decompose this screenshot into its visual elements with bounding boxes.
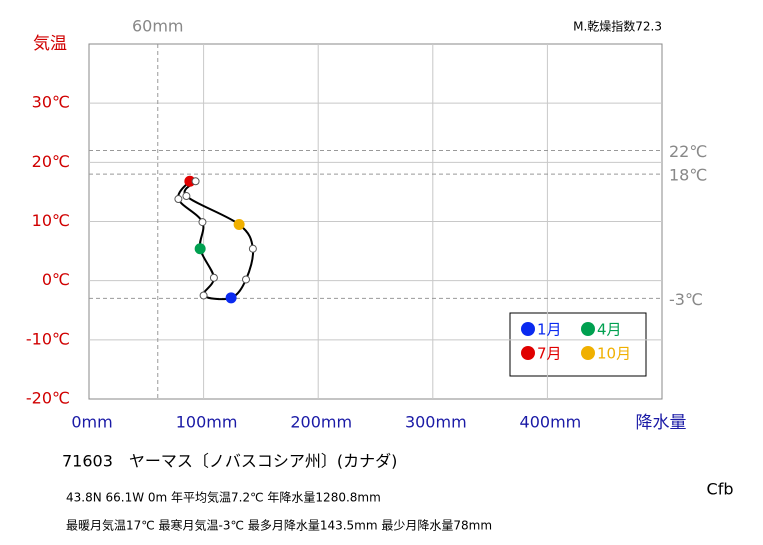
reference-label: -3℃: [669, 290, 703, 309]
month-point: [198, 218, 207, 227]
month-point: [194, 243, 206, 255]
legend-label: 1月: [537, 321, 562, 339]
month-point: [242, 275, 251, 284]
reference-label: 22℃: [669, 142, 707, 161]
station-name: 71603 ヤーマス〔ノバスコシア州〕(カナダ): [62, 452, 397, 471]
legend-label: 7月: [537, 345, 562, 363]
month-point: [174, 195, 183, 204]
y-tick-label: 0℃: [42, 270, 70, 289]
month-point: [199, 291, 208, 300]
y-tick-label: 30℃: [32, 93, 70, 112]
legend-box: [509, 312, 647, 377]
legend-marker: [581, 322, 595, 336]
info-line: 最暖月気温17℃ 最寒月気温-3℃ 最多月降水量143.5mm 最少月降水量78…: [66, 518, 492, 533]
month-point: [182, 192, 191, 201]
legend-marker: [581, 346, 595, 360]
legend-label: 4月: [597, 321, 622, 339]
y-tick-label: 20℃: [32, 152, 70, 171]
month-point: [191, 177, 200, 186]
x-tick-label: 200mm: [290, 413, 352, 432]
reference-label: 18℃: [669, 166, 707, 185]
month-point: [209, 273, 218, 282]
reference-label: 60mm: [132, 17, 184, 36]
month-point: [248, 244, 257, 253]
x-tick-label: 0mm: [71, 413, 112, 432]
index-label: M.乾燥指数72.3: [573, 19, 662, 34]
climate-code: Cfb: [707, 480, 734, 499]
y-tick-label: -10℃: [26, 329, 70, 348]
x-tick-label: 400mm: [520, 413, 582, 432]
month-point: [225, 292, 237, 304]
y-tick-label: -20℃: [26, 389, 70, 408]
y-axis-label: 気温: [33, 34, 67, 54]
info-line: 43.8N 66.1W 0m 年平均気温7.2℃ 年降水量1280.8mm: [66, 490, 381, 505]
x-tick-label: 300mm: [405, 413, 467, 432]
y-tick-label: 10℃: [32, 211, 70, 230]
x-tick-label: 100mm: [176, 413, 238, 432]
month-point: [233, 218, 245, 230]
legend-marker: [521, 322, 535, 336]
legend-marker: [521, 346, 535, 360]
x-axis-label: 降水量: [636, 413, 687, 433]
legend-label: 10月: [597, 345, 631, 363]
